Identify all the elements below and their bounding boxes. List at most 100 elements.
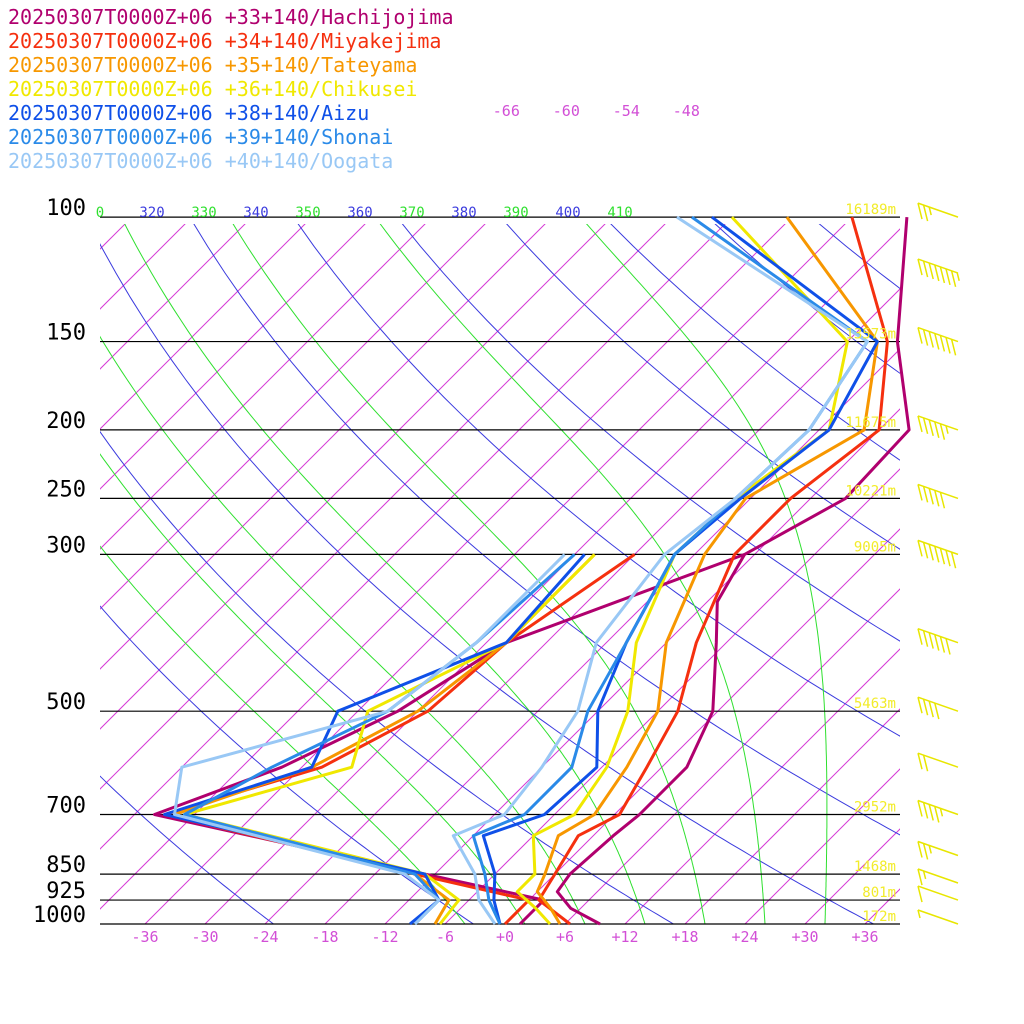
theta-label: 390 (503, 205, 528, 221)
pressure-label: 500 (46, 690, 86, 715)
pressure-label: 1000 (33, 903, 86, 928)
isotherm-line (100, 224, 606, 730)
height-label: 5463m (854, 696, 896, 712)
isotherm-line (264, 288, 900, 924)
temperature-tick-label: -24 (251, 928, 278, 946)
dry-adiabat-line (506, 224, 900, 550)
isotherm-line (100, 224, 486, 610)
isotherm-label: -66 (493, 102, 520, 120)
isotherm-line (100, 224, 246, 370)
temperature-tick-label: +6 (556, 928, 574, 946)
isotherm-label: -60 (553, 102, 580, 120)
temperature-tick-label: +0 (496, 928, 514, 946)
legend-entry: 20250307T0000Z+06 +35+140/Tateyama (8, 53, 417, 77)
dry-adiabat-line (193, 224, 900, 836)
wind-barbs (917, 202, 960, 925)
dry-adiabat-line (297, 224, 900, 737)
theta-label: 350 (295, 205, 320, 221)
pressure-label: 200 (46, 409, 86, 434)
wind-barb (917, 799, 959, 823)
isotherm-line (684, 708, 900, 924)
dewpoint-trace (153, 552, 746, 926)
isotherm-line (624, 648, 900, 924)
theta-label: 320 (139, 205, 164, 221)
axis-labels: 100 16189m 150 13573m 200 11675m 250 10221m 300 9… (33, 102, 896, 946)
theta-label: 380 (451, 205, 476, 221)
isotherm-line (384, 408, 900, 924)
temperature-trace (537, 216, 889, 926)
height-label: 16189m (845, 202, 896, 218)
temperature-tick-label: +18 (671, 928, 698, 946)
temperature-trace (535, 216, 879, 925)
isotherm-line (444, 468, 900, 924)
height-label: 11675m (845, 415, 896, 431)
dry-adiabat-line (100, 430, 675, 924)
wind-barb (917, 840, 959, 860)
isotherm-line (100, 224, 726, 850)
theta-label: 330 (191, 205, 216, 221)
moist-adiabat-line (100, 335, 586, 924)
isotherm-line (0, 217, 12, 924)
wind-barb (917, 909, 959, 925)
temperature-tick-label: +36 (851, 928, 878, 946)
pressure-label: 300 (46, 533, 86, 558)
temperature-trace (555, 216, 911, 926)
height-label: 1468m (854, 859, 896, 875)
isotherm-line (100, 224, 546, 670)
isotherm-label: -48 (673, 102, 700, 120)
theta-label: 410 (607, 205, 632, 221)
legend-entry: 20250307T0000Z+06 +40+140/Oogata (8, 149, 393, 173)
isotherm-label: -54 (613, 102, 640, 120)
height-label: 2952m (854, 800, 896, 816)
theta-label: 400 (555, 205, 580, 221)
temperature-trace (451, 215, 869, 925)
pressure-label: 850 (46, 853, 86, 878)
temperature-tick-label: -36 (131, 928, 158, 946)
isotherm-line (504, 528, 900, 924)
temperature-tick-label: +30 (791, 928, 818, 946)
wind-barb (917, 885, 959, 903)
sounding-traces (153, 215, 911, 926)
dry-adiabat-line (100, 775, 275, 924)
isotherm-line (100, 224, 426, 550)
height-label: 172m (862, 909, 896, 925)
background-grid (0, 217, 1024, 939)
dry-adiabat-line (915, 217, 1024, 939)
isotherm-line (744, 768, 900, 924)
wind-barb (917, 483, 959, 509)
pressure-label: 150 (46, 321, 86, 346)
pressure-label: 100 (46, 196, 86, 221)
temperature-tick-label: +12 (611, 928, 638, 946)
isotherm-line (864, 888, 900, 924)
temperature-tick-label: +24 (731, 928, 758, 946)
temperature-tick-label: -18 (311, 928, 338, 946)
legend-entry: 20250307T0000Z+06 +38+140/Aizu (8, 101, 369, 125)
height-label: 10221m (845, 483, 896, 499)
wind-barb (917, 415, 959, 440)
wind-barb (917, 258, 960, 288)
dewpoint-trace (173, 553, 566, 926)
legend-entry: 20250307T0000Z+06 +36+140/Chikusei (8, 77, 417, 101)
temperature-tick-label: -6 (436, 928, 454, 946)
height-label: 801m (862, 885, 896, 901)
legend-entry: 20250307T0000Z+06 +39+140/Shonai (8, 125, 393, 149)
dry-adiabat-line (610, 224, 900, 461)
isotherm-line (100, 224, 366, 490)
isotherm-line (100, 224, 186, 310)
isotherm-line (100, 224, 666, 790)
temperature-tick-label: -30 (191, 928, 218, 946)
wind-barb (917, 696, 959, 720)
dry-adiabat-line (401, 224, 900, 642)
dewpoint-trace (173, 553, 596, 925)
dewpoint-trace (183, 553, 596, 925)
theta-label: 340 (243, 205, 268, 221)
wind-barb (917, 202, 959, 222)
theta-label: 360 (347, 205, 372, 221)
temperature-trace (481, 215, 879, 925)
wind-barb (917, 752, 959, 772)
pressure-label: 700 (46, 794, 86, 819)
temperature-tick-label: -12 (371, 928, 398, 946)
height-label: 13573m (845, 327, 896, 343)
isotherm-line (564, 588, 900, 924)
